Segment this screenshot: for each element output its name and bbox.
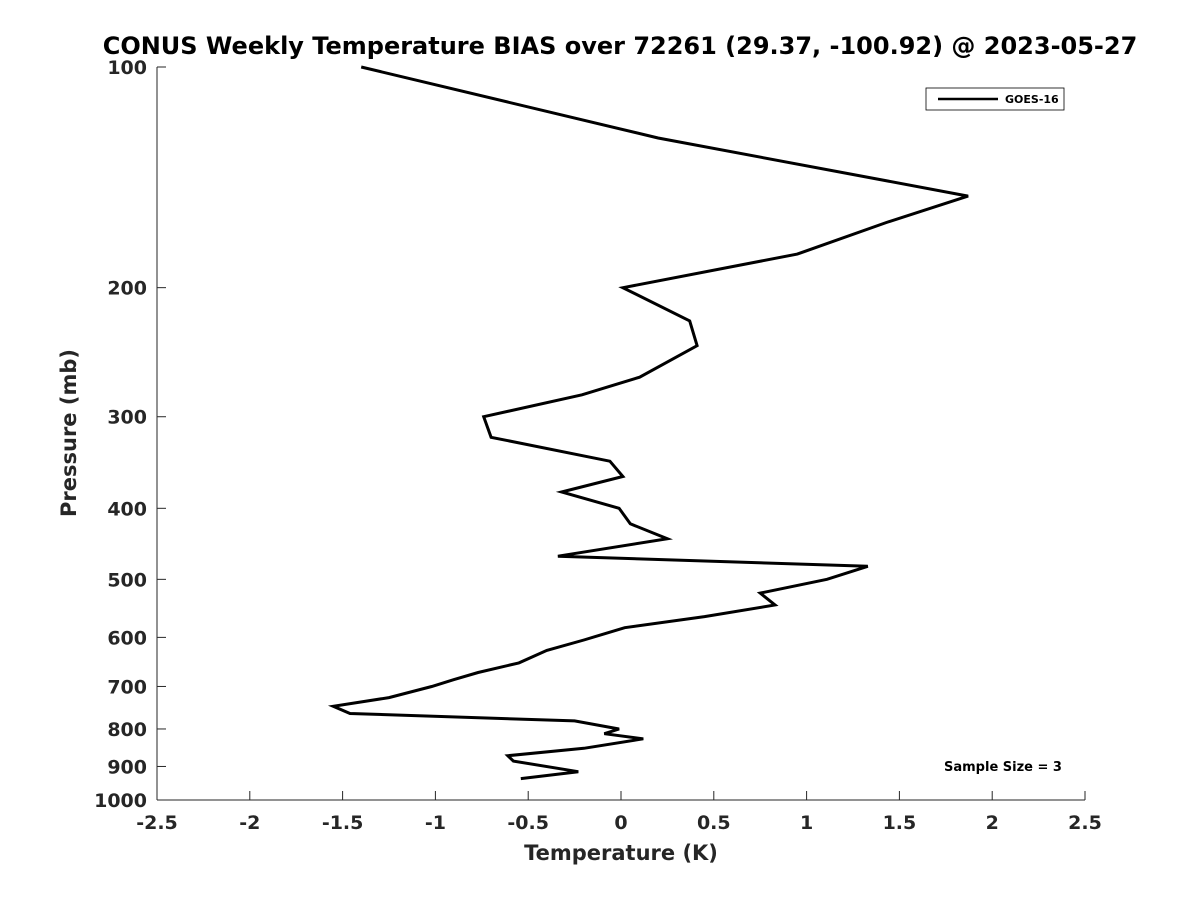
y-tick-label: 900 bbox=[107, 756, 147, 778]
x-tick-label: 2.5 bbox=[1068, 812, 1102, 834]
legend-label-goes16: GOES-16 bbox=[1005, 93, 1059, 106]
axes bbox=[156, 66, 1086, 801]
x-tick-label: -2 bbox=[239, 812, 260, 834]
y-tick-label: 600 bbox=[107, 627, 147, 649]
y-tick-label: 100 bbox=[107, 57, 147, 79]
y-tick-label: 1000 bbox=[94, 790, 147, 812]
x-tick-label: 0.5 bbox=[697, 812, 731, 834]
series-line-goes-16 bbox=[327, 65, 969, 781]
y-tick-label: 500 bbox=[107, 569, 147, 591]
x-axis-label: Temperature (K) bbox=[524, 841, 718, 865]
x-tick-label: 1.5 bbox=[883, 812, 917, 834]
x-tick-label: -0.5 bbox=[507, 812, 549, 834]
x-tick-label: -2.5 bbox=[136, 812, 178, 834]
series-lines bbox=[327, 65, 969, 781]
x-tick-label: -1.5 bbox=[322, 812, 364, 834]
y-tick-label: 300 bbox=[107, 407, 147, 429]
y-tick-label: 400 bbox=[107, 498, 147, 520]
y-tick-label: 700 bbox=[107, 676, 147, 698]
x-tick-label: 2 bbox=[986, 812, 999, 834]
y-tick-label: 200 bbox=[107, 278, 147, 300]
sample-size-annotation: Sample Size = 3 bbox=[944, 760, 1062, 775]
chart-title: CONUS Weekly Temperature BIAS over 72261… bbox=[103, 32, 1138, 60]
legend: GOES-16 bbox=[925, 87, 1065, 111]
tick-labels: -2.5 -2 -1.5 -1 -0.5 0 0.5 1 1.5 2 2.5 100 200 300 400… bbox=[94, 57, 1102, 834]
x-tick-label: 0 bbox=[614, 812, 627, 834]
y-tick-label: 800 bbox=[107, 719, 147, 741]
x-tick-label: 1 bbox=[800, 812, 813, 834]
x-tick-label: -1 bbox=[425, 812, 446, 834]
y-axis-label: Pressure (mb) bbox=[57, 349, 81, 517]
